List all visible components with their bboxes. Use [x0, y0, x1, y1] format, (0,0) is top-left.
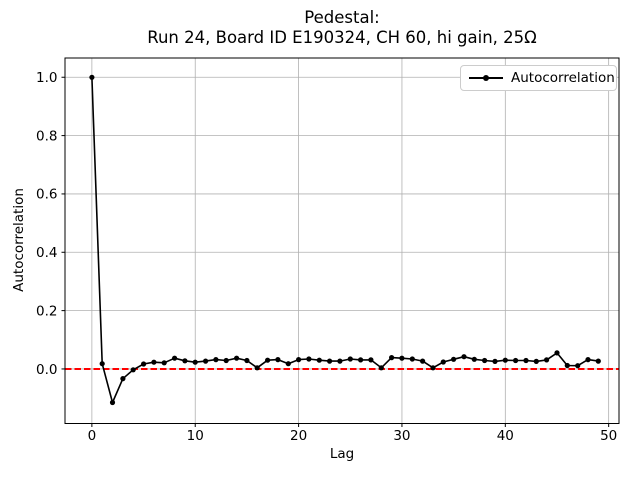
- legend-label: Autocorrelation: [511, 70, 615, 86]
- data-point-marker: [368, 357, 374, 363]
- data-point-marker: [523, 357, 529, 364]
- data-point-marker: [265, 357, 271, 363]
- legend-marker-icon: [483, 75, 489, 81]
- data-point-marker: [451, 356, 457, 362]
- x-tick-label: 40: [497, 428, 514, 444]
- x-tick-label: 0: [88, 428, 97, 444]
- legend: Autocorrelation: [460, 65, 617, 91]
- data-point-marker: [430, 365, 436, 371]
- data-point-marker: [564, 362, 570, 369]
- data-point-marker: [337, 358, 343, 364]
- chart-title-line-1: Pedestal:: [304, 8, 380, 27]
- data-point-marker: [89, 74, 95, 80]
- data-point-marker: [234, 355, 240, 361]
- data-point-marker: [409, 356, 415, 362]
- data-point-marker: [378, 365, 384, 371]
- data-point-marker: [192, 359, 198, 365]
- data-point-marker: [595, 358, 601, 364]
- data-point-marker: [347, 356, 353, 362]
- data-point-marker: [109, 399, 116, 406]
- x-tick-label: 10: [187, 428, 204, 444]
- data-point-marker: [141, 361, 147, 367]
- data-point-marker: [161, 360, 167, 366]
- data-point-marker: [254, 365, 260, 371]
- data-point-marker: [492, 358, 498, 364]
- data-point-marker: [244, 357, 250, 364]
- y-tick-label: 0.2: [36, 303, 57, 319]
- data-point-marker: [358, 357, 364, 363]
- x-tick-label: 50: [600, 428, 617, 444]
- x-tick-label: 30: [393, 428, 410, 444]
- y-tick-label: 0.0: [36, 362, 57, 378]
- data-point-marker: [172, 355, 178, 361]
- legend-line-sample: [469, 73, 503, 83]
- y-tick-label: 0.6: [36, 187, 57, 203]
- data-point-marker: [471, 356, 477, 362]
- data-point-marker: [585, 357, 591, 363]
- data-point-marker: [513, 357, 519, 364]
- data-point-marker: [420, 358, 426, 364]
- data-point-marker: [285, 361, 291, 367]
- data-point-marker: [296, 357, 302, 363]
- data-point-marker: [151, 359, 157, 365]
- data-point-marker: [533, 358, 539, 364]
- axes-spines: [64, 57, 620, 424]
- autocorrelation-line: [91, 77, 599, 404]
- data-point-marker: [223, 357, 229, 364]
- data-point-marker: [316, 357, 322, 363]
- data-point-marker: [389, 355, 395, 361]
- data-point-marker: [120, 376, 126, 382]
- data-point-marker: [99, 361, 105, 367]
- data-point-marker: [502, 357, 508, 363]
- data-point-marker: [399, 355, 405, 361]
- y-axis-label: Autocorrelation: [11, 188, 27, 292]
- data-point-marker: [575, 363, 581, 369]
- data-point-marker: [544, 357, 550, 363]
- data-point-marker: [461, 354, 467, 360]
- y-tick-label: 0.8: [36, 128, 57, 144]
- data-point-marker: [182, 358, 188, 364]
- data-point-marker: [275, 357, 281, 363]
- y-tick-label: 0.4: [36, 245, 57, 261]
- data-point-marker: [306, 356, 312, 362]
- data-point-marker: [554, 350, 560, 356]
- x-axis-label: Lag: [329, 446, 355, 462]
- data-point-marker: [203, 358, 209, 364]
- data-point-marker: [482, 357, 488, 364]
- data-point-marker: [213, 357, 219, 363]
- x-tick-label: 20: [290, 428, 307, 444]
- data-point-marker: [440, 359, 446, 365]
- chart-title: Pedestal: Run 24, Board ID E190324, CH 6…: [65, 8, 619, 48]
- data-point-marker: [327, 358, 333, 364]
- data-point-marker: [130, 367, 136, 373]
- chart-title-line-2: Run 24, Board ID E190324, CH 60, hi gain…: [147, 28, 537, 47]
- y-tick-label: 1.0: [36, 70, 57, 86]
